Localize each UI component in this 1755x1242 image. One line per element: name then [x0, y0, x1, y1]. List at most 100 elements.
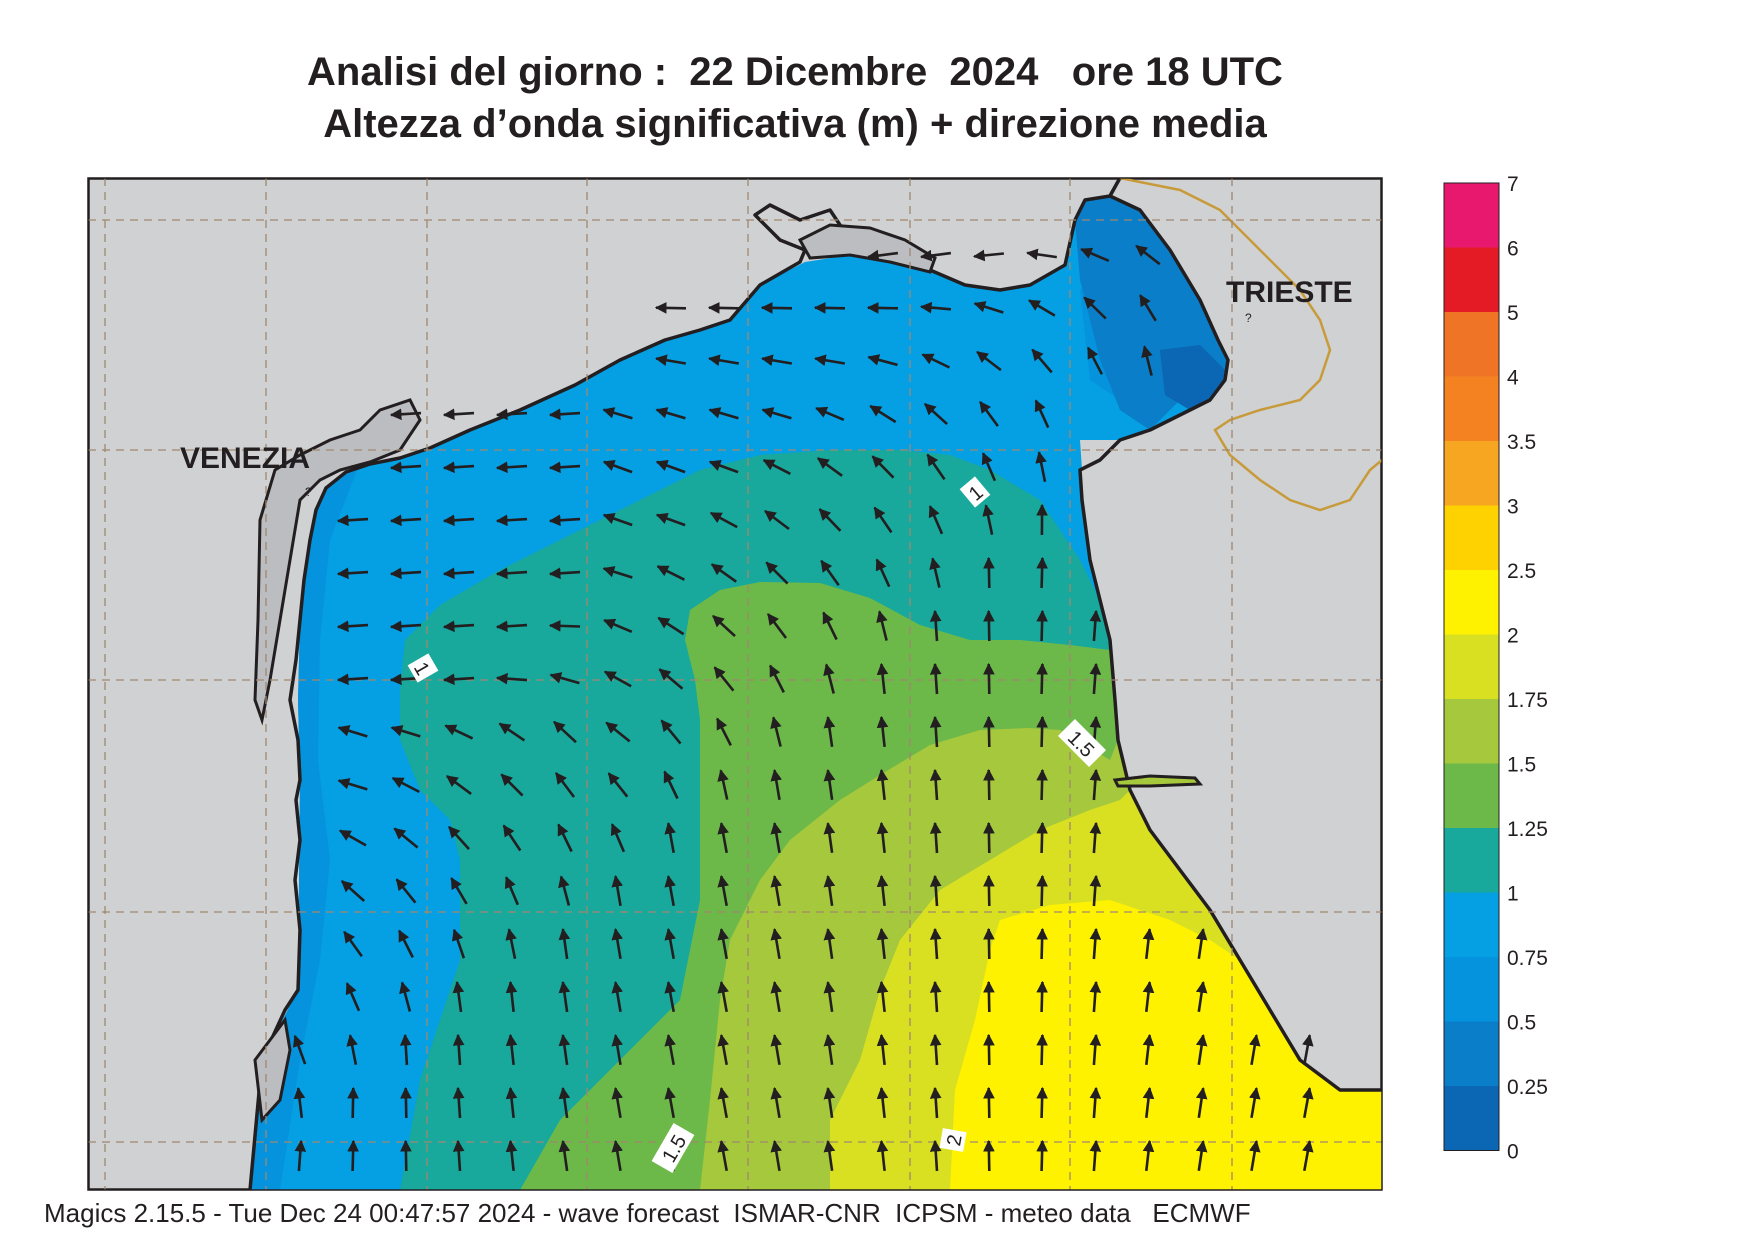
direction-arrow	[1089, 768, 1102, 801]
direction-arrow	[820, 559, 840, 586]
direction-arrow	[1195, 1034, 1208, 1065]
direction-arrow	[929, 662, 942, 695]
direction-arrow	[1083, 296, 1107, 320]
isonzo-mouth	[1112, 774, 1204, 788]
direction-arrow	[919, 249, 952, 262]
direction-arrow	[717, 875, 729, 907]
place-label-trieste: TRIESTE	[1226, 276, 1353, 309]
legend-label: 1.5	[1507, 754, 1536, 777]
direction-arrow	[976, 350, 1002, 372]
direction-arrow	[764, 509, 790, 531]
direction-arrow	[876, 715, 889, 748]
direction-arrow	[505, 1139, 518, 1172]
direction-arrow	[770, 875, 783, 907]
direction-arrow	[823, 663, 835, 694]
direction-arrow	[1195, 981, 1208, 1012]
direction-arrow	[338, 829, 367, 847]
direction-arrow	[442, 620, 475, 633]
direction-arrow	[823, 769, 836, 800]
direction-arrow	[502, 824, 522, 852]
direction-arrow	[866, 302, 899, 314]
direction-arrow	[340, 880, 366, 902]
direction-arrow	[393, 827, 419, 849]
direction-arrow	[664, 928, 676, 960]
direction-arrow	[717, 1140, 729, 1172]
direction-arrow	[602, 407, 633, 420]
direction-arrow	[708, 459, 739, 474]
direction-arrow	[1089, 1086, 1102, 1119]
direction-arrow	[876, 1033, 889, 1066]
direction-arrow	[558, 875, 571, 906]
legend-label: 6	[1507, 238, 1519, 261]
direction-arrow	[929, 1139, 942, 1172]
direction-arrow	[442, 408, 475, 421]
direction-arrow	[929, 821, 942, 854]
direction-arrow	[442, 673, 475, 686]
direction-arrow	[1141, 345, 1153, 376]
direction-arrow	[981, 452, 997, 482]
direction-arrow	[664, 1087, 676, 1119]
direction-arrow	[548, 567, 581, 580]
legend-swatch	[1444, 634, 1499, 700]
direction-arrow	[664, 875, 676, 907]
legend-swatch	[1444, 957, 1499, 1022]
direction-arrow	[452, 1139, 465, 1172]
direction-arrow	[983, 1033, 995, 1066]
legend-label: 7	[1507, 173, 1519, 196]
direction-arrow	[983, 874, 995, 907]
legend-label: 3.5	[1507, 431, 1536, 454]
direction-arrow	[708, 354, 740, 367]
direction-arrow	[823, 822, 836, 853]
direction-arrow	[505, 980, 518, 1013]
legend-swatch	[1444, 1086, 1499, 1151]
direction-arrow	[876, 874, 889, 907]
direction-arrow	[813, 302, 846, 314]
direction-arrow	[823, 875, 836, 906]
direction-arrow	[929, 768, 942, 801]
direction-arrow	[495, 461, 528, 474]
direction-arrow	[876, 821, 889, 854]
direction-arrow	[664, 981, 676, 1013]
direction-arrow	[929, 715, 942, 748]
direction-arrow	[1248, 1087, 1261, 1119]
direction-arrow	[866, 249, 899, 262]
direction-arrow	[389, 567, 422, 580]
direction-arrow	[926, 453, 946, 481]
direction-arrow	[816, 457, 843, 477]
legend-label: 1.25	[1507, 818, 1548, 841]
direction-arrow	[558, 927, 571, 960]
direction-arrow	[611, 928, 624, 960]
direction-arrow	[337, 778, 368, 791]
legend-swatch	[1444, 183, 1499, 248]
direction-arrow	[876, 1086, 889, 1119]
direction-arrow	[983, 715, 995, 748]
direction-arrow	[663, 770, 679, 800]
direction-arrow	[814, 354, 846, 367]
direction-arrow	[498, 722, 526, 742]
direction-arrow	[929, 557, 941, 588]
direction-arrow	[605, 721, 631, 743]
direction-arrow	[1248, 1140, 1261, 1172]
direction-arrow	[921, 353, 951, 369]
direction-arrow	[973, 301, 1004, 314]
direction-arrow	[553, 720, 577, 744]
direction-arrow	[762, 459, 791, 475]
direction-arrow	[505, 1033, 518, 1066]
direction-arrow	[389, 408, 422, 421]
direction-arrow	[983, 662, 995, 695]
direction-arrow	[766, 613, 788, 639]
direction-arrow	[558, 1086, 571, 1119]
direction-arrow	[1089, 662, 1102, 695]
direction-arrow	[1036, 1139, 1048, 1172]
direction-arrow	[602, 566, 633, 579]
direction-arrow	[495, 567, 528, 580]
direction-arrow	[710, 563, 737, 583]
direction-arrow	[399, 1033, 412, 1066]
direction-arrow	[347, 1139, 359, 1172]
direction-arrow	[709, 511, 738, 529]
direction-arrow	[399, 981, 412, 1012]
direction-arrow	[389, 514, 422, 527]
direction-arrow	[658, 668, 684, 690]
direction-arrow	[549, 672, 580, 685]
